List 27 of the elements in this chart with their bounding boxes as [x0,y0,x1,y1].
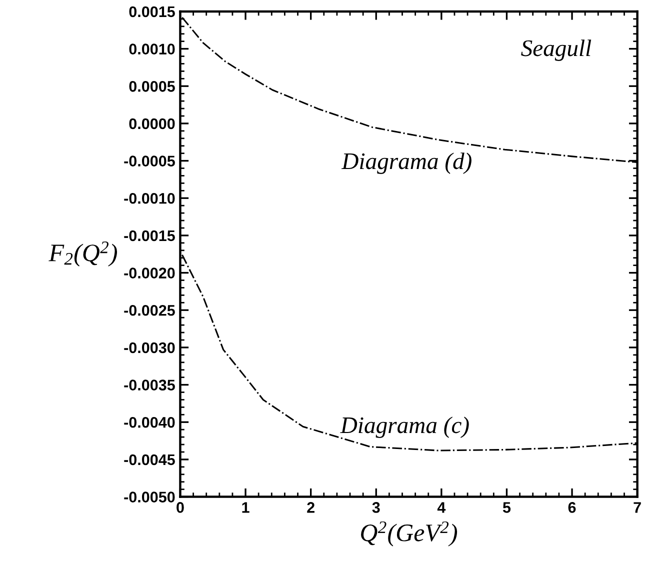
y-tick-label: -0.0020 [124,268,175,278]
series-label: Diagrama (c) [340,416,469,438]
x-tick-label: 5 [502,502,511,513]
x-tick-label: 0 [176,502,184,513]
series-label: Diagrama (d) [341,152,472,174]
y-tick-label: 0.0000 [129,118,175,130]
y-tick-label: 0.0015 [129,6,175,18]
y-tick-label: 0.0010 [129,44,175,54]
x-tick-label: 3 [372,502,380,513]
y-tick-label: -0.0040 [124,416,175,428]
y-tick-label: -0.0035 [124,380,175,390]
x-tick-label: 1 [242,502,250,513]
y-tick-label: -0.0045 [124,454,175,466]
y-tick-label: -0.0005 [124,156,175,166]
y-tick-label: 0.0005 [129,80,175,92]
y-tick-label: -0.0010 [124,192,175,204]
y-tick-label: -0.0015 [124,230,175,242]
x-tick-label: 7 [634,502,641,513]
x-axis-title: Q$^{2}$(GeV$^{2}$) [361,521,458,546]
x-tick-label: 2 [307,502,314,513]
x-tick-label: 6 [568,502,576,513]
y-tick-label: -0.0050 [124,492,175,502]
x-tick-label: 4 [437,502,446,513]
y-axis-title: F$_{2}$(Q$^{2}$) [48,242,118,266]
y-tick-label: -0.0025 [124,304,175,316]
annotation: Seagull [521,40,592,61]
y-tick-label: -0.0030 [124,342,175,354]
